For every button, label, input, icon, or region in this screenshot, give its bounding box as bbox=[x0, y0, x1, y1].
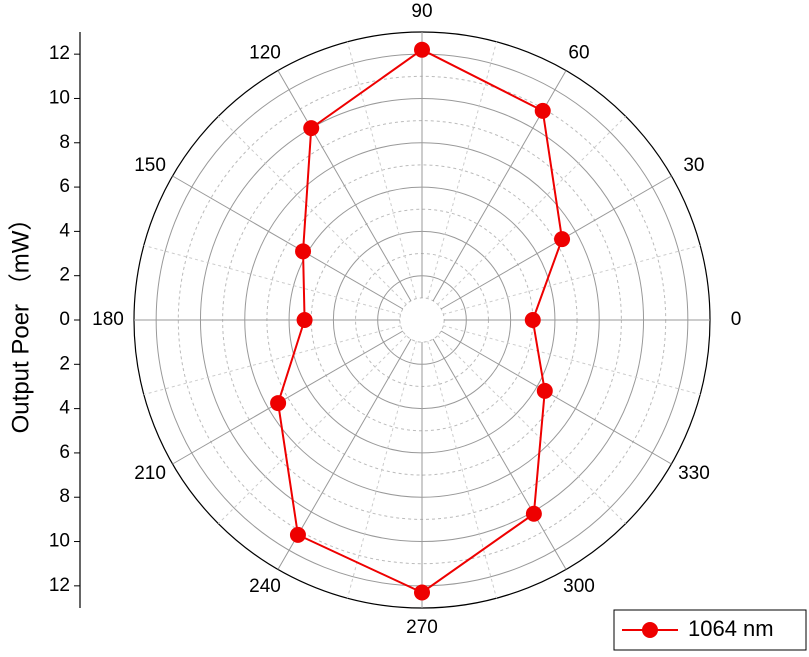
minor-spoke bbox=[346, 41, 417, 299]
angle-label: 270 bbox=[406, 617, 438, 638]
minor-spoke bbox=[437, 115, 627, 305]
minor-spoke bbox=[346, 341, 417, 599]
angle-label: 180 bbox=[92, 309, 124, 330]
series-line bbox=[277, 48, 564, 594]
data-point bbox=[414, 41, 430, 58]
angle-label: 120 bbox=[249, 42, 281, 63]
data-point bbox=[295, 243, 312, 260]
radial-tick-label: 8 bbox=[59, 132, 70, 153]
angle-label: 210 bbox=[134, 463, 166, 484]
data-point bbox=[270, 395, 287, 412]
minor-spoke bbox=[217, 115, 407, 305]
minor-spoke bbox=[443, 325, 701, 396]
grid-spoke bbox=[172, 330, 404, 465]
minor-grid-ring bbox=[399, 297, 445, 343]
radial-tick-label: 0 bbox=[59, 309, 70, 330]
minor-spoke bbox=[437, 335, 627, 525]
grid-spoke bbox=[277, 70, 412, 302]
data-point bbox=[525, 505, 542, 522]
angle-label: 60 bbox=[568, 42, 589, 63]
data-point bbox=[414, 584, 430, 601]
radial-tick-label: 10 bbox=[49, 531, 70, 552]
minor-spoke bbox=[427, 41, 498, 299]
radial-tick-label: 2 bbox=[59, 353, 70, 374]
angle-label: 300 bbox=[563, 576, 595, 597]
grid-spoke bbox=[432, 338, 567, 570]
legend-marker bbox=[642, 622, 658, 638]
data-point bbox=[534, 102, 551, 119]
data-point bbox=[303, 120, 320, 137]
radial-tick-label: 10 bbox=[49, 87, 70, 108]
angle-label: 90 bbox=[411, 1, 432, 22]
angle-label: 330 bbox=[678, 463, 710, 484]
legend-label: 1064 nm bbox=[688, 616, 774, 641]
angle-label: 240 bbox=[249, 576, 281, 597]
radial-tick-label: 2 bbox=[59, 265, 70, 286]
y-axis-label: Output Poer （mW） bbox=[7, 207, 34, 434]
data-point bbox=[536, 382, 553, 399]
angle-label: 0 bbox=[731, 309, 742, 330]
radial-tick-label: 6 bbox=[59, 176, 70, 197]
data-point bbox=[289, 526, 306, 543]
angle-label: 30 bbox=[683, 155, 704, 176]
radial-tick-label: 12 bbox=[49, 575, 70, 596]
radial-tick-label: 8 bbox=[59, 486, 70, 507]
minor-spoke bbox=[443, 244, 701, 315]
minor-spoke bbox=[427, 341, 498, 599]
radial-tick-label: 6 bbox=[59, 442, 70, 463]
data-point bbox=[296, 312, 313, 328]
data-point bbox=[554, 231, 571, 248]
data-point bbox=[524, 312, 541, 328]
radial-tick-label: 4 bbox=[59, 398, 70, 419]
radial-tick-label: 12 bbox=[49, 43, 70, 64]
minor-spoke bbox=[217, 335, 407, 525]
minor-spoke bbox=[143, 244, 401, 315]
angle-label: 150 bbox=[134, 155, 166, 176]
radial-tick-label: 4 bbox=[59, 220, 70, 241]
grid-spoke bbox=[440, 330, 672, 465]
grid-spoke bbox=[172, 175, 404, 310]
minor-spoke bbox=[143, 325, 401, 396]
